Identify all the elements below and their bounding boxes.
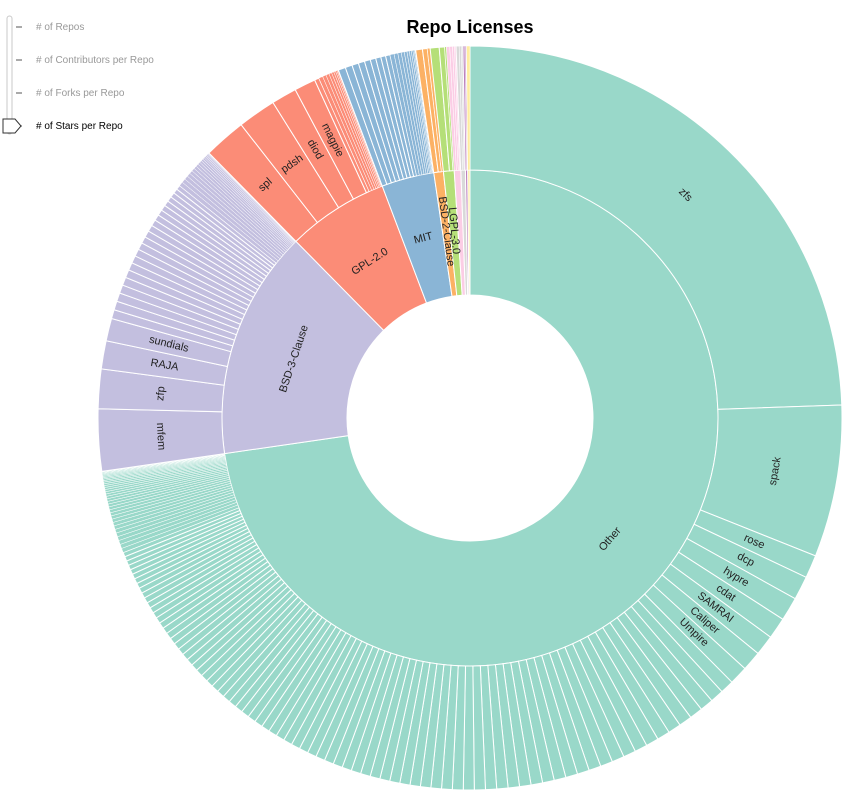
metric-slider[interactable]: # of Repos # of Contributors per Repo # … bbox=[2, 15, 154, 135]
metric-option-repos[interactable]: # of Repos bbox=[36, 22, 84, 33]
slider-handle[interactable] bbox=[2, 118, 22, 134]
metric-option-stars[interactable]: # of Stars per Repo bbox=[36, 121, 123, 132]
repo-segment-zfs[interactable] bbox=[469, 45, 843, 410]
metric-option-contributors[interactable]: # of Contributors per Repo bbox=[36, 55, 154, 66]
metric-option-forks[interactable]: # of Forks per Repo bbox=[36, 88, 125, 99]
repo-ring bbox=[97, 45, 843, 791]
repo-segment-license-9-0[interactable] bbox=[466, 45, 471, 171]
slider-ticks bbox=[16, 26, 22, 127]
license-ring bbox=[221, 169, 719, 667]
chart-title: Repo Licenses bbox=[406, 17, 533, 37]
slider-track[interactable] bbox=[6, 15, 13, 135]
